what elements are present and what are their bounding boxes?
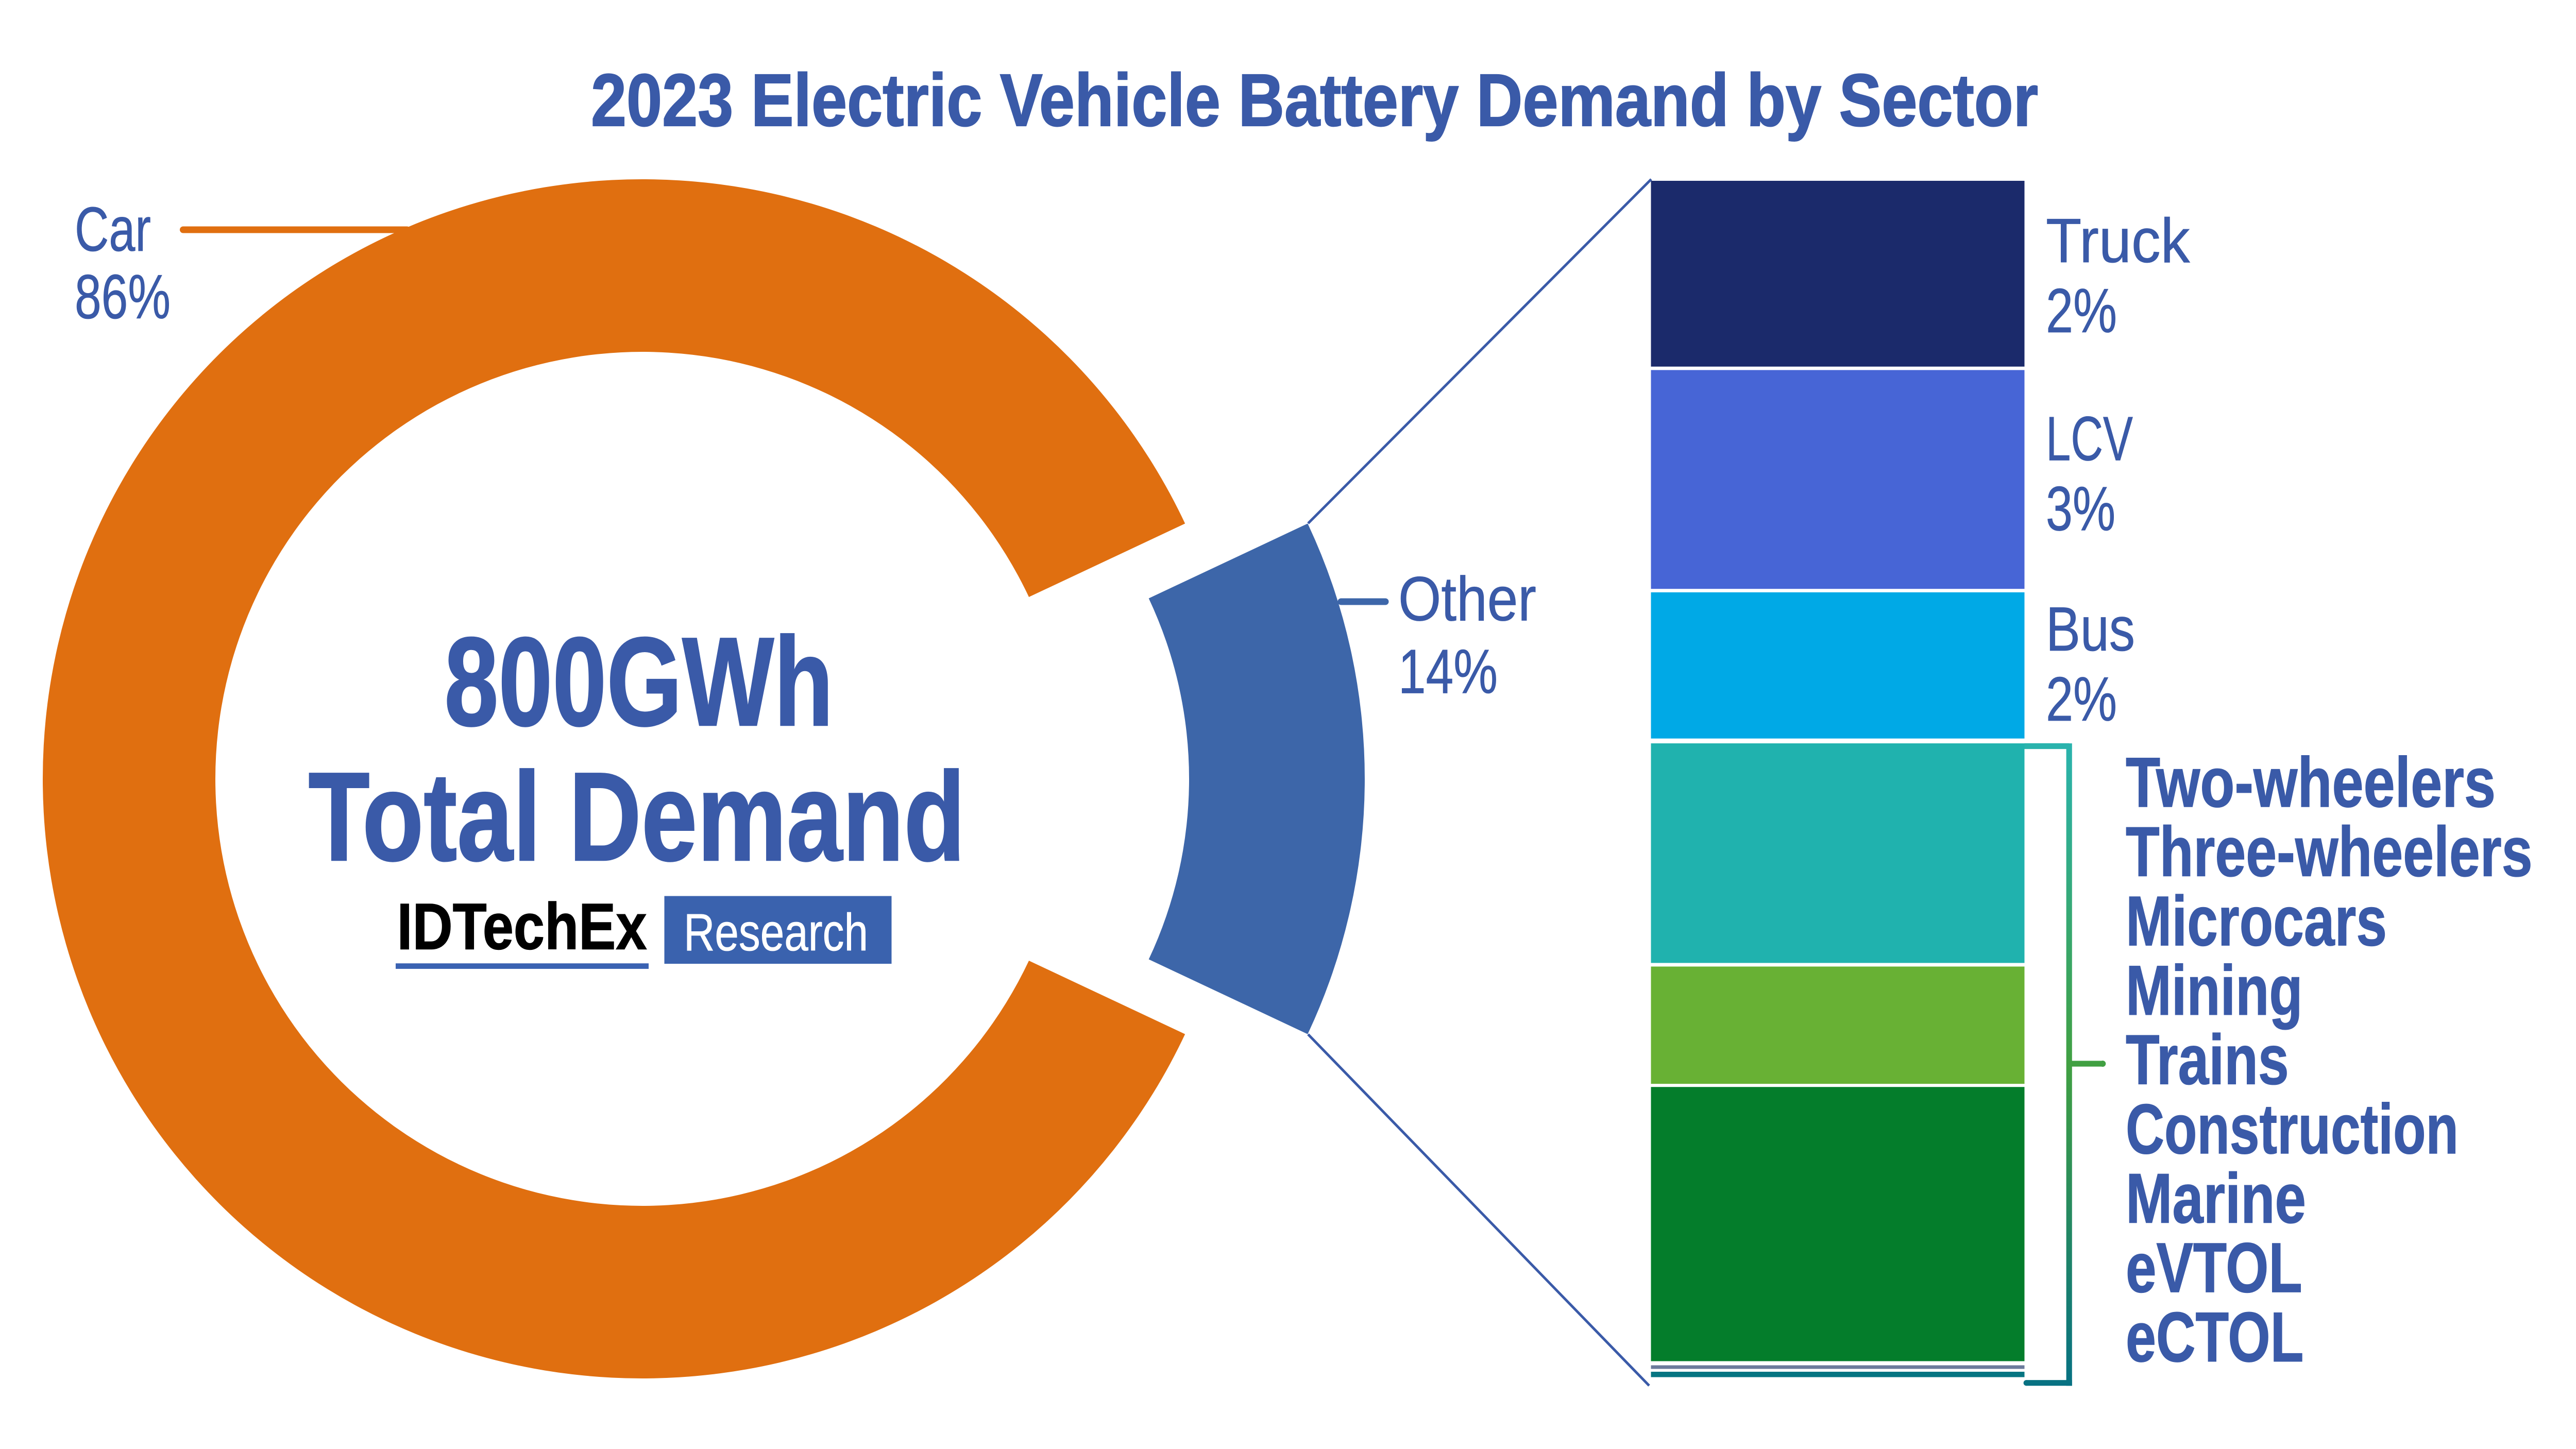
svg-text:2023 Electric Vehicle Battery: 2023 Electric Vehicle Battery Demand by … bbox=[591, 59, 2038, 142]
svg-text:Research: Research bbox=[684, 903, 868, 962]
svg-text:800GWh: 800GWh bbox=[445, 611, 834, 752]
svg-text:LCV: LCV bbox=[2046, 403, 2133, 473]
svg-text:2%: 2% bbox=[2046, 276, 2117, 346]
svg-text:IDTechEx: IDTechEx bbox=[397, 890, 647, 963]
svg-text:eVTOL: eVTOL bbox=[2126, 1229, 2302, 1307]
svg-text:Truck: Truck bbox=[2046, 206, 2190, 276]
svg-text:Car: Car bbox=[75, 194, 151, 264]
svg-text:eCTOL: eCTOL bbox=[2126, 1298, 2303, 1377]
svg-text:Total Demand: Total Demand bbox=[309, 746, 965, 887]
svg-text:86%: 86% bbox=[75, 262, 171, 332]
svg-text:Three-wheelers: Three-wheelers bbox=[2126, 813, 2533, 892]
svg-text:Mining: Mining bbox=[2126, 951, 2303, 1030]
svg-text:Microcars: Microcars bbox=[2126, 882, 2387, 961]
svg-text:Bus: Bus bbox=[2046, 594, 2135, 664]
svg-text:Construction: Construction bbox=[2126, 1090, 2459, 1169]
svg-text:3%: 3% bbox=[2046, 473, 2115, 543]
svg-text:Other: Other bbox=[1398, 564, 1536, 634]
svg-text:Marine: Marine bbox=[2126, 1160, 2306, 1238]
svg-text:2%: 2% bbox=[2046, 664, 2117, 734]
svg-text:Trains: Trains bbox=[2126, 1020, 2289, 1099]
svg-text:14%: 14% bbox=[1398, 636, 1498, 706]
svg-text:Two-wheelers: Two-wheelers bbox=[2126, 743, 2496, 822]
